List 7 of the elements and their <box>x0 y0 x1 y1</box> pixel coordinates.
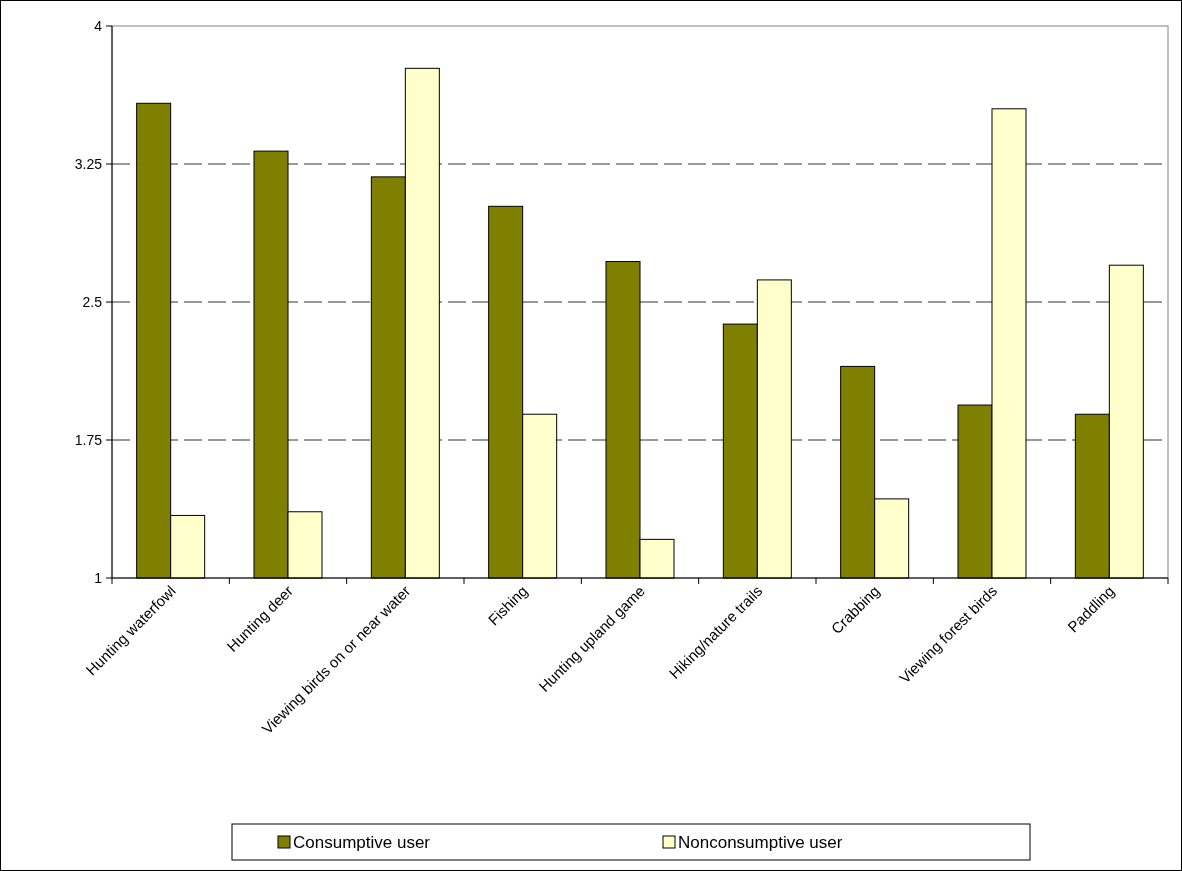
y-tick-label: 1 <box>94 569 103 586</box>
y-tick-label: 2.5 <box>82 293 103 310</box>
y-tick-label: 1.75 <box>74 431 103 448</box>
legend-label: Nonconsumptive user <box>678 832 843 852</box>
y-tick-label: 4 <box>94 17 103 34</box>
legend-label: Consumptive user <box>293 832 431 852</box>
y-tick-label: 3.25 <box>74 155 103 172</box>
